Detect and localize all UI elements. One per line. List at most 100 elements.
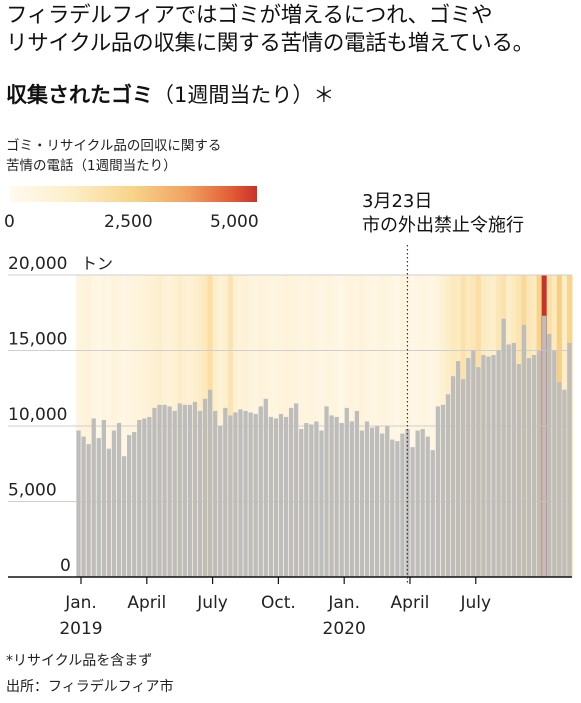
data-bar bbox=[314, 421, 319, 577]
data-bar bbox=[283, 416, 289, 577]
data-bar bbox=[395, 441, 400, 577]
x-tick-label: April bbox=[391, 593, 430, 613]
data-bar bbox=[147, 416, 152, 577]
data-bar bbox=[202, 398, 208, 577]
data-bar bbox=[440, 404, 446, 577]
data-bar bbox=[233, 412, 238, 577]
data-bar bbox=[430, 450, 435, 577]
data-bar bbox=[415, 430, 420, 577]
data-bar bbox=[213, 410, 218, 577]
y-tick-label: 5,000 bbox=[8, 481, 57, 501]
data-bar bbox=[273, 418, 279, 577]
x-year-label: 2019 bbox=[59, 619, 102, 639]
data-bar bbox=[81, 436, 86, 577]
data-bar bbox=[385, 426, 390, 577]
data-bar bbox=[192, 401, 198, 577]
y-tick-label: 10,000 bbox=[8, 405, 67, 425]
data-bar bbox=[248, 412, 253, 577]
subtitle-bold: 収集されたゴミ bbox=[6, 83, 153, 107]
annotation-line1: 3月23日 bbox=[362, 191, 433, 212]
data-bar bbox=[557, 382, 562, 577]
data-bar bbox=[390, 439, 395, 577]
data-bar bbox=[471, 350, 476, 577]
data-bar bbox=[309, 424, 314, 577]
data-bar bbox=[253, 413, 258, 577]
legend-title-line2: 苦情の電話（1週間当たり） bbox=[6, 158, 177, 174]
data-bar bbox=[137, 419, 142, 577]
data-bar bbox=[263, 398, 268, 577]
data-bar bbox=[334, 416, 339, 577]
data-bar bbox=[207, 389, 213, 577]
legend-tick-5000: 5,000 bbox=[210, 212, 259, 232]
data-bar bbox=[339, 422, 344, 577]
data-bar bbox=[121, 456, 127, 577]
lockdown-annotation: 3月23日 市の外出禁止令施行 bbox=[362, 190, 524, 238]
y-tick-label: 0 bbox=[60, 556, 71, 576]
data-bar bbox=[511, 342, 516, 577]
data-bar bbox=[96, 438, 101, 577]
data-bar bbox=[476, 367, 481, 577]
chart-subtitle: 収集されたゴミ（1週間当たり）＊ bbox=[6, 82, 334, 108]
x-tick-label: Jan. bbox=[64, 593, 97, 613]
data-bar bbox=[552, 350, 557, 577]
y-unit-label: トン bbox=[81, 254, 113, 273]
data-bar bbox=[299, 429, 304, 577]
data-bar bbox=[324, 406, 329, 577]
data-bar bbox=[288, 407, 294, 577]
legend-tick-2500: 2,500 bbox=[104, 212, 153, 232]
data-bar bbox=[86, 444, 91, 577]
data-bar bbox=[167, 406, 172, 577]
data-bar bbox=[536, 350, 542, 577]
y-tick-label: 15,000 bbox=[8, 330, 67, 350]
data-bar bbox=[542, 315, 547, 577]
data-bar bbox=[410, 447, 415, 577]
data-bar bbox=[380, 433, 385, 577]
data-bar bbox=[547, 333, 552, 577]
data-bar bbox=[258, 406, 263, 577]
data-bar bbox=[304, 422, 309, 577]
data-bar bbox=[101, 419, 106, 577]
data-bar bbox=[132, 432, 137, 577]
data-bar bbox=[157, 404, 162, 577]
data-bar bbox=[466, 358, 471, 577]
legend-title: ゴミ・リサイクル品の回収に関する 苦情の電話（1週間当たり） bbox=[6, 136, 221, 176]
legend-color-scale bbox=[10, 186, 257, 202]
data-bar bbox=[228, 415, 233, 577]
data-bar bbox=[111, 430, 117, 577]
data-bar bbox=[491, 355, 496, 577]
legend-tick-0: 0 bbox=[4, 212, 15, 232]
x-tick-label: April bbox=[127, 593, 166, 613]
data-bar bbox=[197, 410, 203, 577]
footnote: *リサイクル品を含まず bbox=[6, 653, 153, 669]
data-bar bbox=[562, 389, 567, 577]
data-bar bbox=[521, 324, 527, 577]
data-bar bbox=[425, 436, 430, 577]
data-bar bbox=[400, 433, 405, 577]
x-year-label: 2020 bbox=[323, 619, 366, 639]
x-tick-label: Jan. bbox=[327, 593, 360, 613]
data-bar bbox=[268, 416, 273, 577]
data-bar bbox=[91, 418, 96, 577]
data-bar bbox=[450, 376, 456, 577]
subtitle-rest: （1週間当たり）＊ bbox=[153, 83, 335, 107]
data-bar bbox=[405, 429, 410, 577]
data-bar bbox=[567, 342, 572, 577]
data-bar bbox=[142, 418, 147, 577]
data-bar bbox=[278, 413, 284, 577]
data-bar bbox=[375, 426, 380, 577]
data-bar bbox=[516, 364, 521, 577]
data-bar bbox=[496, 350, 501, 577]
data-bar bbox=[420, 429, 425, 577]
x-tick-label: July bbox=[196, 593, 228, 613]
x-tick-label: Oct. bbox=[261, 593, 296, 613]
data-bar bbox=[223, 407, 228, 577]
data-bar bbox=[152, 407, 157, 577]
data-bar bbox=[445, 394, 451, 577]
data-bar bbox=[127, 435, 132, 577]
data-bar bbox=[187, 404, 193, 577]
data-bar bbox=[501, 318, 506, 577]
data-bar bbox=[162, 404, 167, 577]
data-bar bbox=[481, 355, 486, 577]
data-bar bbox=[349, 421, 354, 577]
